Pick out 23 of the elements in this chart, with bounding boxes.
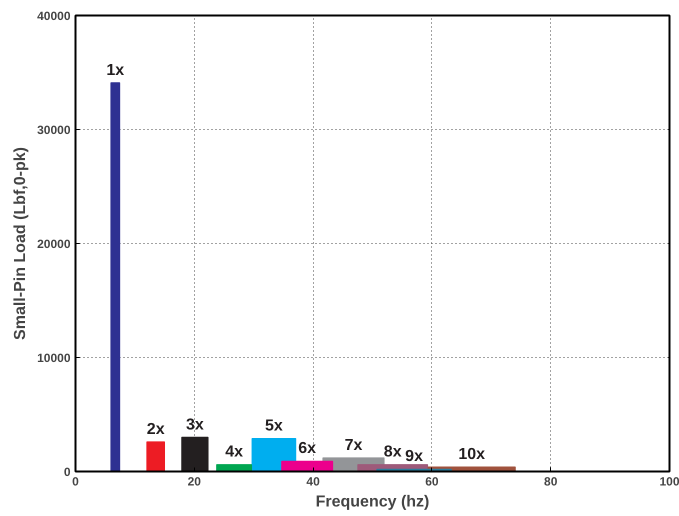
annotation: 7x [344, 436, 362, 454]
y-tick-label: 20000 [37, 237, 71, 251]
y-tick-label: 0 [64, 465, 71, 479]
annotation: 10x [458, 446, 486, 463]
y-tick-label: 10000 [37, 351, 71, 365]
annotation: 4x [225, 444, 244, 461]
x-tick-label: 20 [188, 474, 202, 488]
annotation: 3x [186, 416, 204, 434]
annotation: 8x [384, 444, 402, 461]
annotation: 1x [106, 62, 124, 79]
x-tick-label: 40 [306, 474, 320, 488]
annotation: 2x [146, 420, 165, 438]
x-tick-label: 100 [659, 474, 679, 488]
annotation: 6x [298, 440, 316, 458]
x-axis-title: Frequency (hz) [316, 494, 430, 510]
x-tick-label: 80 [544, 474, 558, 488]
annotation: 5x [265, 417, 283, 434]
x-tick-label: 60 [425, 474, 439, 488]
annotation: 9x [405, 448, 424, 466]
y-tick-label: 40000 [37, 9, 71, 23]
y-tick-label: 30000 [37, 123, 71, 137]
x-tick-label: 0 [72, 474, 80, 488]
y-axis-title: Small-Pin Load (Lbf,0-pk) [12, 147, 30, 340]
